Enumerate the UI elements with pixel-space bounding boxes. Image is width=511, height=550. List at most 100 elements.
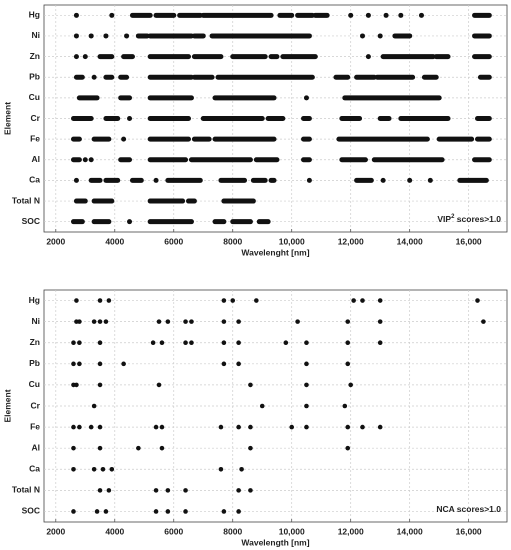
- point: [295, 319, 300, 324]
- range-bar: [280, 54, 318, 60]
- range-bar: [472, 157, 492, 163]
- y-tick-label: Pb: [29, 71, 40, 81]
- point: [345, 445, 351, 451]
- x-tick-label: 10,000: [279, 526, 305, 536]
- range-bar: [230, 219, 253, 225]
- point: [351, 298, 356, 303]
- range-bar: [472, 33, 492, 39]
- x-tick-label: 14,000: [397, 236, 423, 246]
- point: [377, 298, 383, 303]
- x-tick-label: 16,000: [456, 236, 482, 246]
- y-tick-label: Al: [32, 154, 41, 164]
- range-bar: [407, 177, 413, 183]
- range-bar: [215, 74, 315, 80]
- x-tick-label: 12,000: [338, 526, 364, 536]
- range-bar: [374, 74, 416, 80]
- point: [221, 319, 227, 324]
- range-bar: [365, 54, 371, 60]
- point: [159, 424, 165, 430]
- point: [475, 298, 480, 303]
- range-bar: [398, 12, 404, 18]
- range-bar: [127, 219, 133, 225]
- point: [183, 319, 188, 324]
- point: [236, 509, 241, 514]
- range-bar: [73, 54, 79, 60]
- range-bar: [186, 198, 197, 204]
- annotation: VIP2 scores>1.0: [437, 214, 501, 225]
- range-bar: [371, 157, 445, 163]
- annotation-suffix: scores>1.0: [454, 214, 501, 224]
- range-bar: [265, 116, 286, 121]
- range-bar: [221, 198, 256, 204]
- range-bar: [147, 116, 192, 121]
- x-tick-label: 16,000: [456, 526, 482, 536]
- range-bar: [333, 74, 351, 80]
- point: [103, 319, 109, 324]
- point: [221, 340, 227, 346]
- range-bar: [70, 157, 82, 163]
- point: [97, 424, 103, 430]
- range-bar: [124, 33, 130, 39]
- point: [183, 488, 188, 493]
- point: [97, 298, 103, 303]
- point: [236, 319, 241, 324]
- point: [165, 319, 171, 324]
- range-bar: [301, 157, 312, 163]
- point: [71, 361, 76, 367]
- range-bar: [230, 54, 268, 60]
- point: [342, 403, 348, 409]
- range-bar: [118, 74, 130, 80]
- x-tick-label: 8000: [223, 526, 242, 536]
- y-tick-label: Cu: [29, 92, 40, 102]
- point: [283, 340, 289, 346]
- range-bar: [147, 54, 192, 60]
- range-bar: [472, 54, 492, 60]
- y-tick-label: Ni: [32, 316, 41, 326]
- range-bar: [147, 74, 194, 80]
- point: [71, 466, 76, 472]
- point: [345, 340, 351, 346]
- range-bar: [348, 12, 354, 18]
- point: [236, 340, 241, 346]
- range-bar: [127, 116, 133, 121]
- point: [97, 488, 103, 493]
- point: [97, 319, 103, 324]
- point: [239, 466, 244, 472]
- point: [348, 382, 354, 388]
- y-tick-label: Ca: [29, 175, 40, 185]
- range-bar: [91, 198, 115, 204]
- x-tick-label: 10,000: [279, 236, 305, 246]
- point: [304, 382, 309, 388]
- annotation: NCA scores>1.0: [436, 504, 501, 514]
- point: [248, 445, 253, 451]
- range-bar: [88, 157, 94, 163]
- point: [289, 424, 295, 430]
- range-bar: [475, 116, 492, 121]
- point: [304, 403, 309, 409]
- range-bar: [303, 95, 309, 101]
- point: [136, 445, 141, 451]
- range-bar: [118, 95, 133, 101]
- point: [165, 509, 171, 514]
- point: [77, 424, 82, 430]
- point: [304, 424, 309, 430]
- point: [91, 403, 97, 409]
- x-axis-title: Wavelenght [nm]: [241, 247, 309, 257]
- point: [481, 319, 486, 324]
- range-bar: [398, 116, 451, 121]
- range-bar: [436, 136, 475, 142]
- point: [221, 509, 227, 514]
- point: [183, 509, 188, 514]
- point: [153, 509, 159, 514]
- range-bar: [91, 74, 97, 80]
- range-bar: [218, 177, 248, 183]
- point: [159, 445, 165, 451]
- point: [189, 340, 194, 346]
- range-bar: [109, 12, 115, 18]
- range-bar: [306, 177, 312, 183]
- point: [218, 466, 224, 472]
- x-tick-label: 2000: [46, 526, 65, 536]
- range-bar: [188, 157, 253, 163]
- point: [100, 466, 106, 472]
- range-bar: [91, 136, 112, 142]
